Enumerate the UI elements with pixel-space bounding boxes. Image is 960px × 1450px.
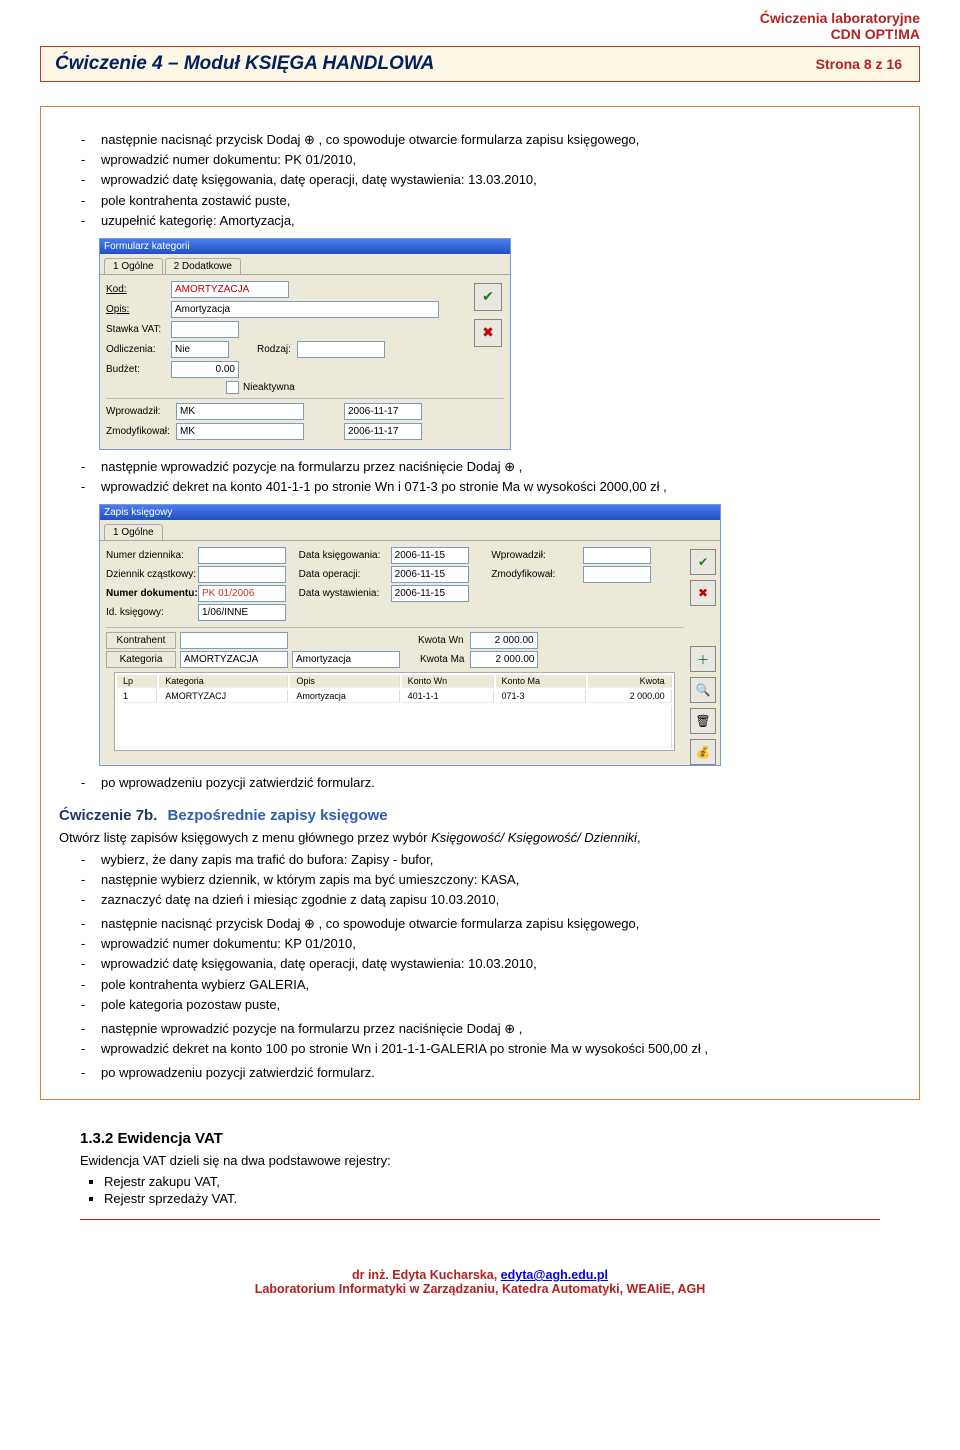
cancel-icon[interactable]: ✖: [690, 580, 716, 606]
window1-body: Kod: AMORTYZACJA Opis: Amortyzacja Stawk…: [100, 275, 510, 449]
plus-icon[interactable]: ＋: [690, 646, 716, 672]
lbl-opis: Opis:: [106, 304, 171, 315]
list-item: wprowadzić datę księgowania, datę operac…: [81, 955, 901, 973]
header-line1: Ćwiczenia laboratoryjne: [760, 10, 920, 26]
save-icon[interactable]: ✔: [474, 283, 502, 311]
list-item: następnie wybierz dziennik, w którym zap…: [81, 871, 901, 889]
list-item: następnie wprowadzić pozycje na formular…: [81, 458, 901, 476]
footer: dr inż. Edyta Kucharska, edyta@agh.edu.p…: [40, 1268, 920, 1304]
save-icon[interactable]: ✔: [690, 549, 716, 575]
list-item: wprowadzić datę księgowania, datę operac…: [81, 171, 901, 189]
tab-dodatkowe[interactable]: 2 Dodatkowe: [165, 258, 241, 274]
tab-ogolne[interactable]: 1 Ogólne: [104, 258, 163, 274]
list-item: następnie wprowadzić pozycje na formular…: [81, 1020, 901, 1038]
lbl-kod: Kod:: [106, 284, 171, 295]
cancel-icon[interactable]: ✖: [474, 319, 502, 347]
dekret-table: Lp Kategoria Opis Konto Wn Konto Ma Kwot…: [114, 672, 675, 751]
list-item: pole kontrahenta zostawić puste,: [81, 192, 901, 210]
window2-body: Numer dziennika: Dziennik cząstkowy: Num…: [100, 541, 720, 765]
list-item: wprowadzić numer dokumentu: PK 01/2010,: [81, 151, 901, 169]
page: Ćwiczenia laboratoryjne CDN OPT!MA Ćwicz…: [0, 0, 960, 1450]
list-item: wprowadzić dekret na konto 100 po stroni…: [81, 1040, 901, 1058]
list-item: Rejestr zakupu VAT,: [104, 1174, 920, 1189]
input-budzet[interactable]: 0.00: [171, 361, 239, 378]
money-icon[interactable]: 💰: [690, 739, 716, 765]
lbl-rodzaj: Rodzaj:: [257, 344, 291, 355]
input-odliczenia[interactable]: Nie: [171, 341, 229, 358]
list-block1: następnie nacisnąć przycisk Dodaj ⊕ , co…: [59, 131, 901, 230]
list-item: następnie nacisnąć przycisk Dodaj ⊕ , co…: [81, 915, 901, 933]
window1-tabs: 1 Ogólne 2 Dodatkowe: [100, 254, 510, 275]
ex7b-intro: Otwórz listę zapisów księgowych z menu g…: [59, 830, 901, 845]
list-item: pole kategoria pozostaw puste,: [81, 996, 901, 1014]
list-item: uzupełnić kategorię: Amortyzacja,: [81, 212, 901, 230]
footer-email[interactable]: edyta@agh.edu.pl: [501, 1268, 608, 1282]
instruction-box: następnie nacisnąć przycisk Dodaj ⊕ , co…: [40, 106, 920, 1100]
list-item: wybierz, że dany zapis ma trafić do bufo…: [81, 851, 901, 869]
zoom-icon[interactable]: 🔍: [690, 677, 716, 703]
list-item: po wprowadzeniu pozycji zatwierdzić form…: [81, 774, 901, 792]
checkbox-nieaktywna[interactable]: [226, 381, 239, 394]
lbl-wprowadzil: Wprowadził:: [106, 406, 176, 417]
trash-icon[interactable]: 🗑: [690, 708, 716, 734]
lbl-nieaktywna: Nieaktywna: [243, 382, 295, 393]
lbl-budzet: Budżet:: [106, 364, 171, 375]
ex7b-list4: po wprowadzeniu pozycji zatwierdzić form…: [59, 1064, 901, 1082]
list-item: Rejestr sprzedaży VAT.: [104, 1191, 920, 1206]
lbl-zmodyfikowal: Zmodyfikował:: [106, 426, 176, 437]
list-item: wprowadzić numer dokumentu: KP 01/2010,: [81, 935, 901, 953]
list-block2: następnie wprowadzić pozycje na formular…: [59, 458, 901, 496]
window2-title: Zapis księgowy: [100, 505, 720, 520]
tab-ogolne2[interactable]: 1 Ogólne: [104, 524, 163, 540]
list-block3: po wprowadzeniu pozycji zatwierdzić form…: [59, 774, 901, 792]
text-vat: Ewidencja VAT dzieli się na dwa podstawo…: [80, 1153, 920, 1168]
input-kod[interactable]: AMORTYZACJA: [171, 281, 289, 298]
table-row[interactable]: 1 AMORTYZACJ Amortyzacja 401-1-1 071-3 2…: [117, 690, 672, 703]
footer-rule: [80, 1219, 880, 1221]
list-item: zaznaczyć datę na dzień i miesiąc zgodni…: [81, 891, 901, 909]
lbl-stawka: Stawka VAT:: [106, 324, 171, 335]
ex7b-list1: wybierz, że dany zapis ma trafić do bufo…: [59, 851, 901, 910]
list-item: wprowadzić dekret na konto 401-1-1 po st…: [81, 478, 901, 496]
doc-title: Ćwiczenie 4 – Moduł KSIĘGA HANDLOWA: [55, 53, 434, 75]
window1-side-buttons: ✔ ✖: [474, 283, 502, 347]
ex7b-list2: następnie nacisnąć przycisk Dodaj ⊕ , co…: [59, 915, 901, 1014]
main-title-box: Ćwiczenie 4 – Moduł KSIĘGA HANDLOWA: [40, 46, 920, 82]
header-line2: CDN OPT!MA: [760, 26, 920, 42]
window-zapis-ksiegowy: Zapis księgowy 1 Ogólne Numer dziennika:…: [99, 504, 721, 766]
input-opis[interactable]: Amortyzacja: [171, 301, 439, 318]
header-right: Ćwiczenia laboratoryjne CDN OPT!MA: [760, 10, 920, 42]
input-rodzaj[interactable]: [297, 341, 385, 358]
list-item: pole kontrahenta wybierz GALERIA,: [81, 976, 901, 994]
section-7b-title: Ćwiczenie 7b. Bezpośrednie zapisy księgo…: [59, 807, 901, 824]
input-stawka[interactable]: [171, 321, 239, 338]
lbl-odliczenia: Odliczenia:: [106, 344, 171, 355]
list-item: następnie nacisnąć przycisk Dodaj ⊕ , co…: [81, 131, 901, 149]
list-vat: Rejestr zakupu VAT, Rejestr sprzedaży VA…: [40, 1174, 920, 1206]
list-item: po wprowadzeniu pozycji zatwierdzić form…: [81, 1064, 901, 1082]
page-number: Strona 8 z 16: [816, 56, 902, 72]
heading-vat: 1.3.2 Ewidencja VAT: [80, 1130, 920, 1147]
window1-title: Formularz kategorii: [100, 239, 510, 254]
window-formularz-kategorii: Formularz kategorii 1 Ogólne 2 Dodatkowe…: [99, 238, 511, 450]
ex7b-list3: następnie wprowadzić pozycje na formular…: [59, 1020, 901, 1058]
